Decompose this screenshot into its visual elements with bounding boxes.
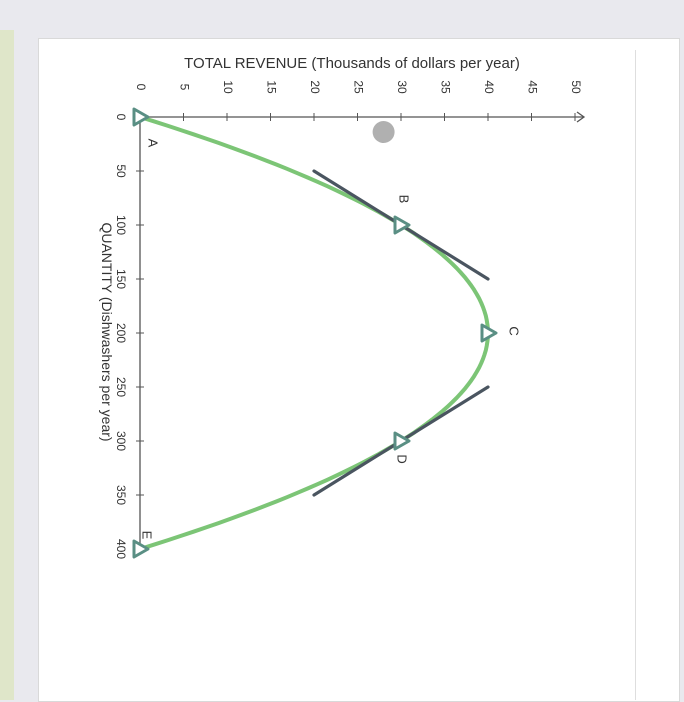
point-d-marker[interactable] (393, 431, 411, 451)
revenue-tick-label: 25 (351, 80, 365, 94)
total-revenue-curve (138, 115, 490, 551)
chart-title: TOTAL REVENUE (Thousands of dollars per … (184, 55, 520, 72)
revenue-tick-label: 30 (395, 80, 409, 94)
revenue-axis-arrow (576, 111, 586, 123)
quantity-tick-label: 300 (114, 431, 128, 451)
revenue-tick-label: 45 (525, 80, 539, 94)
unplaced-marker[interactable] (372, 121, 395, 143)
revenue-tick-label: 35 (438, 80, 452, 94)
quantity-tick-label: 200 (114, 323, 128, 343)
revenue-tick-label: 0 (134, 84, 148, 91)
point-b-marker[interactable] (393, 215, 411, 235)
revenue-tick-label: 40 (482, 80, 496, 94)
quantity-tick-label: 350 (114, 485, 128, 505)
point-b-label: B (397, 195, 412, 204)
revenue-tick-label: 20 (308, 80, 322, 94)
point-c-label: C (507, 326, 522, 335)
quantity-tick-label: 0 (114, 114, 128, 121)
quantity-tick-label: 100 (114, 215, 128, 235)
chart-panel (38, 38, 680, 702)
quantity-tick-label: 400 (114, 539, 128, 559)
point-a-label: A (146, 139, 161, 148)
quantity-tick-label: 150 (114, 269, 128, 289)
left-edge-strip (0, 30, 14, 700)
revenue-tick-label: 5 (177, 84, 191, 91)
point-e-marker[interactable] (132, 539, 150, 559)
x-axis-title: QUANTITY (Dishwashers per year) (99, 222, 115, 441)
point-c-marker[interactable] (480, 323, 498, 343)
point-d-label: D (395, 454, 410, 463)
revenue-tick-label: 15 (264, 80, 278, 94)
panel-divider (635, 50, 636, 700)
point-e-label: E (140, 531, 155, 540)
point-a-marker[interactable] (132, 107, 150, 127)
revenue-tick-label: 50 (569, 80, 583, 94)
quantity-tick-label: 250 (114, 377, 128, 397)
quantity-tick-label: 50 (114, 164, 128, 178)
revenue-tick-label: 10 (221, 80, 235, 94)
